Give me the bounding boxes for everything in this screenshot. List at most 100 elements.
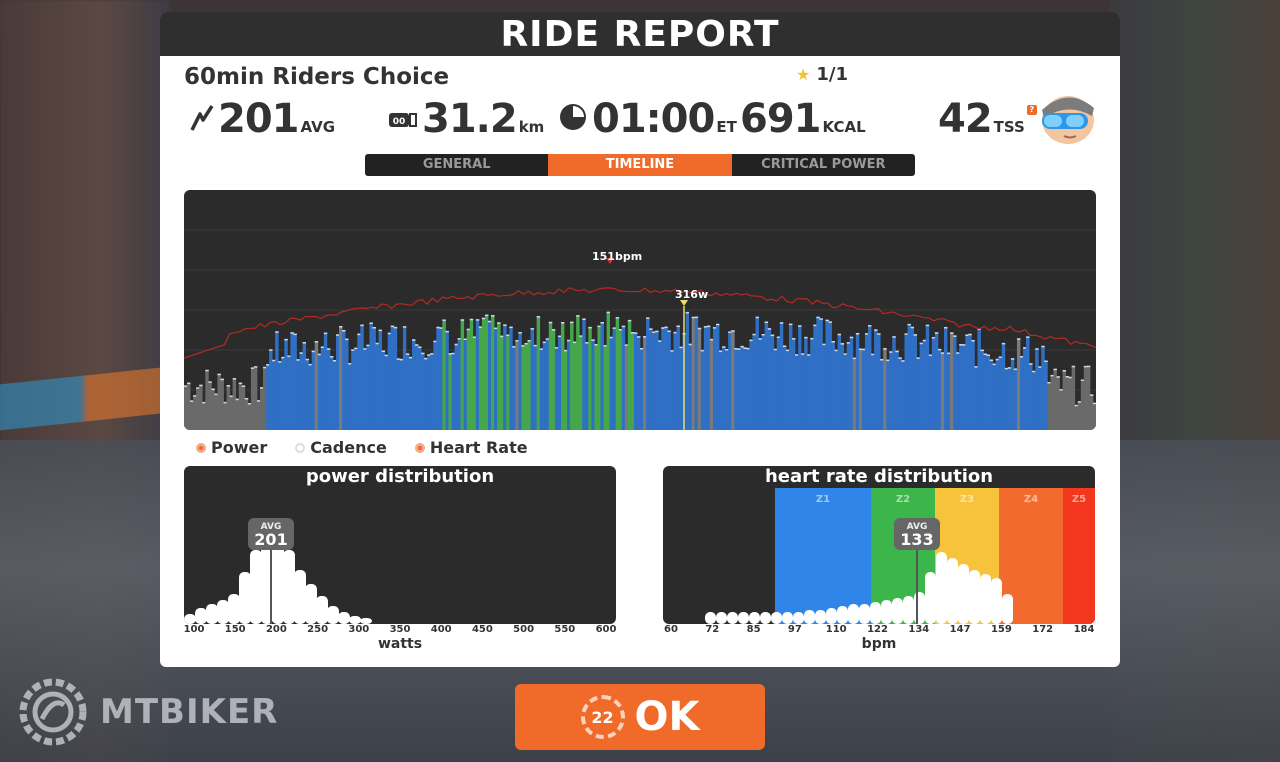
power-bar-tip bbox=[658, 340, 662, 342]
power-bar-tip bbox=[457, 338, 462, 340]
power-bar-tip bbox=[390, 325, 395, 328]
power-bar-tip bbox=[564, 349, 568, 352]
power-bar-tip bbox=[272, 359, 276, 362]
power-bar-tip bbox=[597, 325, 601, 328]
power-bar-tip bbox=[609, 336, 614, 339]
heart-rate-distribution-title: heart rate distribution bbox=[764, 466, 994, 487]
power-bar-tip bbox=[1047, 382, 1051, 384]
cadence-toggle[interactable] bbox=[295, 442, 306, 453]
tab-critical-power[interactable]: CRITICAL POWER bbox=[761, 157, 886, 172]
power-bar-tip bbox=[761, 334, 766, 336]
rating-value: 1/1 bbox=[816, 64, 848, 85]
power-bar bbox=[773, 348, 778, 430]
hr-dist-bar bbox=[903, 596, 914, 624]
power-bar bbox=[740, 345, 744, 430]
power-bar bbox=[454, 343, 458, 430]
power-bar-tip bbox=[351, 349, 355, 351]
power-bar-tip bbox=[372, 327, 376, 329]
power-bar bbox=[986, 354, 990, 430]
power-bar bbox=[515, 340, 519, 430]
power-bar bbox=[728, 331, 732, 430]
power-bar-tip bbox=[542, 341, 547, 344]
power-bar-tip bbox=[940, 352, 945, 354]
power-bar-tip bbox=[1020, 356, 1024, 358]
power-bar-tip bbox=[250, 367, 255, 369]
power-bar-tip bbox=[895, 350, 899, 353]
power-bar bbox=[688, 343, 693, 430]
power-bar bbox=[1020, 356, 1024, 430]
heart-rate-toggle[interactable] bbox=[414, 442, 425, 453]
power-bar-tip bbox=[387, 332, 392, 335]
power-bar-tip bbox=[567, 339, 571, 342]
tab-general[interactable]: GENERAL bbox=[422, 157, 491, 172]
power-bar bbox=[424, 357, 428, 430]
stats-row: 201 AVG 00 31.2 km 01:00 ET 691 KCAL 42 … bbox=[184, 96, 1104, 146]
tss-help-icon[interactable]: ? bbox=[1026, 105, 1037, 115]
power-bar-tip bbox=[1065, 376, 1070, 378]
power-bar bbox=[521, 345, 525, 430]
power-bar bbox=[600, 322, 604, 430]
power-bar bbox=[187, 382, 191, 430]
power-dist-bar bbox=[195, 608, 207, 624]
power-bar-tip bbox=[792, 338, 796, 340]
power-bar-tip bbox=[296, 359, 300, 361]
power-bar-tip bbox=[500, 335, 504, 338]
power-bar-tip bbox=[627, 319, 632, 322]
power-bar-tip bbox=[214, 393, 218, 396]
power-bar-tip bbox=[454, 343, 458, 346]
legend-heart-rate[interactable]: Heart Rate bbox=[414, 438, 528, 457]
heart-rate-tick: 60 bbox=[664, 624, 678, 635]
power-bar bbox=[609, 336, 614, 430]
power-bar-tip bbox=[323, 332, 328, 335]
power-bar-tip bbox=[494, 327, 498, 330]
power-bar-tip bbox=[199, 384, 203, 387]
ok-button[interactable]: 22 OK bbox=[515, 684, 765, 750]
power-bar bbox=[965, 334, 969, 430]
power-bar-tip bbox=[606, 311, 610, 314]
power-value: 201 bbox=[218, 96, 299, 142]
legend-power[interactable]: Power bbox=[196, 438, 267, 457]
power-bar bbox=[567, 339, 571, 430]
power-bar bbox=[1035, 348, 1039, 430]
power-bar bbox=[576, 315, 580, 430]
power-bar bbox=[712, 327, 717, 430]
power-bar-tip bbox=[971, 340, 975, 342]
power-bar bbox=[557, 335, 562, 430]
power-bar bbox=[412, 339, 416, 430]
power-bar bbox=[937, 348, 942, 430]
power-bar bbox=[445, 330, 449, 430]
power-bar bbox=[381, 350, 386, 430]
power-bar-tip bbox=[950, 332, 954, 334]
heart-rate-tick: 85 bbox=[746, 624, 761, 635]
countdown-timer: 22 bbox=[580, 695, 625, 739]
power-bar-tip bbox=[524, 343, 528, 345]
legend-heart-rate-label: Heart Rate bbox=[429, 438, 528, 457]
power-bar-tip bbox=[962, 344, 966, 346]
power-bar-tip bbox=[877, 333, 881, 335]
power-bar bbox=[1059, 389, 1063, 430]
power-dist-bar bbox=[184, 614, 196, 624]
power-bar-tip bbox=[618, 329, 623, 331]
power-bar-tip bbox=[603, 345, 607, 347]
power-dist-bar bbox=[327, 606, 339, 624]
power-bar bbox=[658, 340, 662, 430]
time-unit: ET bbox=[716, 118, 737, 136]
power-bar-tip bbox=[901, 360, 905, 362]
heart-rate-tick: 122 bbox=[867, 624, 888, 635]
tab-timeline[interactable]: TIMELINE bbox=[548, 154, 732, 176]
power-bar bbox=[871, 353, 875, 430]
power-tick: 450 bbox=[471, 624, 493, 635]
power-bar bbox=[913, 334, 918, 430]
power-bar-tip bbox=[293, 333, 297, 336]
power-bar bbox=[281, 356, 285, 430]
hr-avg-value: 133 bbox=[900, 530, 933, 549]
power-bar-tip bbox=[184, 385, 188, 387]
power-bar bbox=[959, 344, 963, 430]
power-toggle[interactable] bbox=[196, 442, 206, 453]
legend-cadence[interactable]: Cadence bbox=[295, 438, 387, 457]
power-bar-tip bbox=[506, 334, 510, 336]
power-bolt-icon bbox=[190, 104, 214, 139]
power-bar bbox=[679, 346, 683, 430]
power-bar bbox=[560, 322, 565, 430]
power-bar-tip bbox=[755, 316, 759, 319]
